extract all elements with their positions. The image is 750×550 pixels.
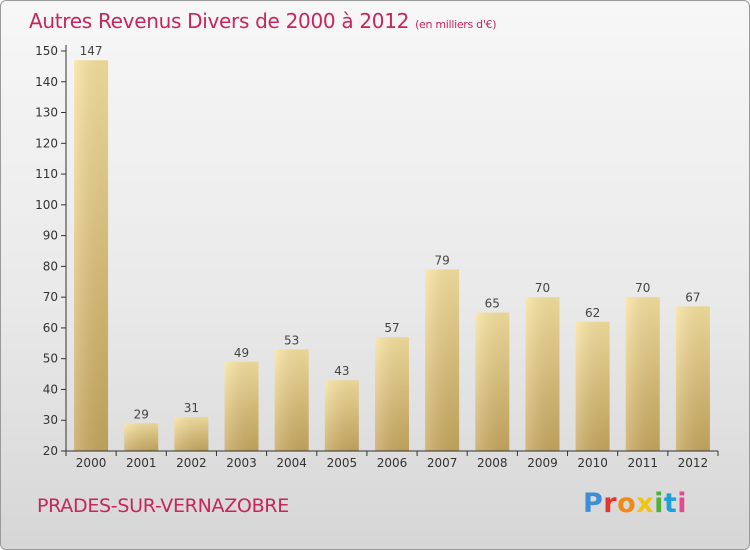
bar-shade-2001 xyxy=(124,423,159,451)
x-tick-label-2001: 2001 xyxy=(126,456,157,470)
y-tick-label-70: 70 xyxy=(43,290,58,304)
chart-title: Autres Revenus Divers de 2000 à 2012 (en … xyxy=(29,9,497,33)
y-axis: 20 30 40 50 60 70 80 90 100 110 120 130 140 150 xyxy=(35,44,67,458)
data-label-2010: 62 xyxy=(585,306,600,320)
proxiti-logo: Proxiti xyxy=(583,488,688,519)
bars-group: 147 29 31 49 53 43 57 79 65 70 62 70 67 xyxy=(74,44,710,451)
chart-subtitle: (en milliers d'€) xyxy=(415,18,497,31)
x-tick-label-2002: 2002 xyxy=(176,456,207,470)
bar-shade-2005 xyxy=(324,380,359,451)
y-tick-label-80: 80 xyxy=(43,259,58,273)
y-tick-label-50: 50 xyxy=(43,352,58,366)
y-tick-label-110: 110 xyxy=(35,167,58,181)
x-tick-label-2012: 2012 xyxy=(678,456,709,470)
commune-name: PRADES-SUR-VERNAZOBRE xyxy=(37,495,289,517)
bar-shade-2002 xyxy=(174,417,209,451)
x-tick-label-2011: 2011 xyxy=(627,456,658,470)
bar-shade-2010 xyxy=(575,321,610,451)
data-label-2008: 65 xyxy=(485,297,500,311)
x-axis: 2000 2001 2002 2003 2004 2005 2006 2007 2008 2009… xyxy=(65,450,719,470)
bar-shade-2004 xyxy=(274,349,309,451)
data-label-2011: 70 xyxy=(635,281,650,295)
bar-shade-2003 xyxy=(224,361,259,451)
y-tick-label-120: 120 xyxy=(35,136,58,150)
y-tick-label-150: 150 xyxy=(35,44,58,58)
x-tick-label-2000: 2000 xyxy=(76,456,107,470)
data-label-2004: 53 xyxy=(284,333,299,347)
data-label-2005: 43 xyxy=(334,364,349,378)
x-tick-label-2004: 2004 xyxy=(276,456,307,470)
bar-shade-2011 xyxy=(625,297,660,451)
chart-title-text: Autres Revenus Divers de 2000 à 2012 xyxy=(29,9,410,33)
bar-shade-2012 xyxy=(675,306,710,451)
x-tick-label-2007: 2007 xyxy=(427,456,458,470)
x-tick-label-2009: 2009 xyxy=(527,456,558,470)
y-tick-label-30: 30 xyxy=(43,413,58,427)
bar-shade-2007 xyxy=(425,269,460,451)
y-tick-label-20: 20 xyxy=(43,444,58,458)
y-tick-label-130: 130 xyxy=(35,106,58,120)
bar-shade-2009 xyxy=(525,297,560,451)
x-tick-label-2005: 2005 xyxy=(327,456,358,470)
y-tick-label-140: 140 xyxy=(35,75,58,89)
y-tick-label-40: 40 xyxy=(43,382,58,396)
y-tick-label-90: 90 xyxy=(43,229,58,243)
data-label-2001: 29 xyxy=(134,407,149,421)
data-label-2000: 147 xyxy=(80,44,103,58)
bar-shade-2008 xyxy=(475,312,510,451)
x-tick-label-2010: 2010 xyxy=(577,456,608,470)
x-tick-label-2008: 2008 xyxy=(477,456,508,470)
data-label-2007: 79 xyxy=(435,253,450,267)
x-tick-label-2006: 2006 xyxy=(377,456,408,470)
x-tick-label-2003: 2003 xyxy=(226,456,257,470)
data-label-2002: 31 xyxy=(184,401,199,415)
y-tick-label-100: 100 xyxy=(35,198,58,212)
y-tick-label-60: 60 xyxy=(43,321,58,335)
data-label-2009: 70 xyxy=(535,281,550,295)
bar-shade-2006 xyxy=(375,337,409,451)
bar-shade-2000 xyxy=(74,60,109,451)
data-label-2012: 67 xyxy=(685,290,700,304)
data-label-2003: 49 xyxy=(234,346,249,360)
data-label-2006: 57 xyxy=(384,321,399,335)
